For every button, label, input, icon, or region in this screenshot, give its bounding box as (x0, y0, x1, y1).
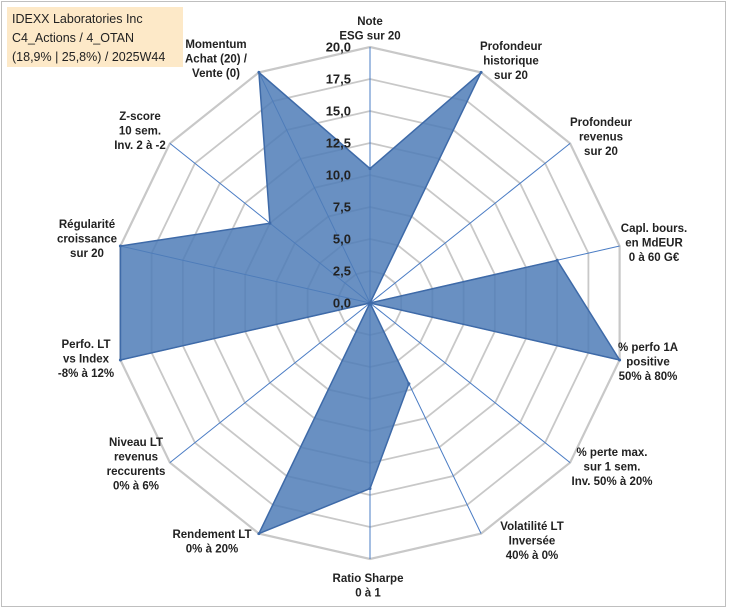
axis-label-line: croissance (57, 234, 117, 246)
data-point (618, 358, 622, 362)
axis-label-line: 0% à 6% (113, 481, 159, 493)
axis-label-line: reccurents (107, 466, 166, 478)
axis-label-line: Profondeur (480, 41, 542, 53)
axis-label-line: revenus (114, 452, 158, 464)
title-category: C4_Actions / 4_OTAN (12, 31, 135, 45)
axis-label-line: % perte max. (577, 447, 648, 459)
axis-label-line: sur 20 (70, 248, 104, 260)
tick-label: 5,0 (333, 232, 351, 247)
axis-label-11: Perfo. LT vs Index -8% à 12% (58, 339, 114, 380)
axis-label-14: Momentum Achat (20) / Vente (0) (185, 39, 248, 80)
axis-label-line: Perfo. LT (62, 339, 111, 351)
axis-label-line: Inv. 50% à 20% (572, 476, 653, 488)
axis-label-1: Note ESG sur 20 (339, 16, 400, 43)
axis-label-12: Régularité croissance sur 20 (57, 219, 117, 260)
axis-label-line: vs Index (63, 354, 110, 366)
data-point (555, 258, 559, 262)
data-point (407, 382, 411, 386)
axis-label-line: 0 à 1 (355, 588, 381, 600)
data-point (118, 244, 122, 248)
axis-label-line: -8% à 12% (58, 368, 114, 380)
axis-label-line: Volatilité LT (500, 521, 563, 533)
tick-label: 15,0 (326, 104, 351, 119)
axis-label-6: % perte max. sur 1 sem. Inv. 50% à 20% (572, 447, 653, 488)
axis-label-line: Z-score (119, 111, 161, 123)
axis-label-line: Ratio Sharpe (333, 573, 404, 585)
tick-label: 7,5 (333, 200, 351, 215)
axis-spoke (369, 143, 571, 304)
axis-label-line: sur 20 (494, 70, 528, 82)
axis-label-line: 40% à 0% (506, 550, 558, 562)
axis-label-line: Inversée (509, 536, 556, 548)
axis-label-line: sur 1 sem. (584, 462, 641, 474)
axis-label-8: Ratio Sharpe 0 à 1 (333, 573, 404, 600)
axis-label-line: Vente (0) (192, 68, 240, 80)
axis-label-line: revenus (579, 132, 623, 144)
axis-label-line: Achat (20) / (185, 54, 248, 66)
tick-label: 10,0 (326, 168, 351, 183)
axis-label-line: Momentum (185, 39, 246, 51)
chart-title-box: IDEXX Laboratories Inc C4_Actions / 4_OT… (7, 7, 183, 67)
axis-label-line: 10 sem. (119, 126, 161, 138)
axis-label-7: Volatilité LT Inversée 40% à 0% (500, 521, 563, 562)
axis-label-line: 0% à 20% (186, 544, 238, 556)
axis-spoke (169, 302, 371, 463)
axis-label-line: Régularité (59, 219, 115, 231)
tick-label: 12,5 (326, 136, 351, 151)
tick-label: 2,5 (333, 264, 351, 279)
axis-label-line: Capl. bours. (621, 223, 687, 235)
axis-label-line: Niveau LT (109, 437, 163, 449)
tick-label: 20,0 (326, 40, 351, 55)
axis-label-5: % perfo 1A positive 50% à 80% (618, 342, 678, 383)
tick-label: 17,5 (326, 72, 351, 87)
axis-label-line: Note (357, 16, 383, 28)
axis-label-4: Capl. bours. en MdEUR 0 à 60 G€ (621, 223, 687, 264)
data-point (479, 70, 483, 74)
data-point (118, 358, 122, 362)
data-point (257, 70, 261, 74)
axis-label-line: 50% à 80% (619, 371, 678, 383)
axis-spoke (369, 302, 571, 463)
axis-label-line: Inv. 2 à -2 (114, 140, 166, 152)
data-point (268, 221, 272, 225)
axis-label-line: Profondeur (570, 117, 632, 129)
title-company: IDEXX Laboratories Inc (12, 12, 143, 26)
axis-label-line: positive (626, 357, 669, 369)
axis-label-line: historique (483, 56, 539, 68)
axis-label-line: 0 à 60 G€ (629, 252, 680, 264)
axis-label-13: Z-score 10 sem. Inv. 2 à -2 (114, 111, 166, 152)
tick-label: 0,0 (333, 296, 351, 311)
axis-label-10: Niveau LT revenus reccurents 0% à 6% (107, 437, 166, 493)
axis-label-3: Profondeur revenus sur 20 (570, 117, 632, 158)
axis-label-line: ESG sur 20 (339, 31, 400, 43)
axis-label-2: Profondeur historique sur 20 (480, 41, 542, 82)
axis-label-9: Rendement LT 0% à 20% (172, 529, 251, 556)
data-point (257, 532, 261, 536)
data-point (368, 487, 372, 491)
axis-label-line: en MdEUR (625, 238, 683, 250)
data-point (368, 301, 372, 305)
axis-label-line: Rendement LT (172, 529, 251, 541)
data-point (368, 167, 372, 171)
title-stats: (18,9% | 25,8%) / 2025W44 (12, 50, 166, 64)
axis-label-line: % perfo 1A (618, 342, 678, 354)
axis-label-line: sur 20 (584, 146, 618, 158)
